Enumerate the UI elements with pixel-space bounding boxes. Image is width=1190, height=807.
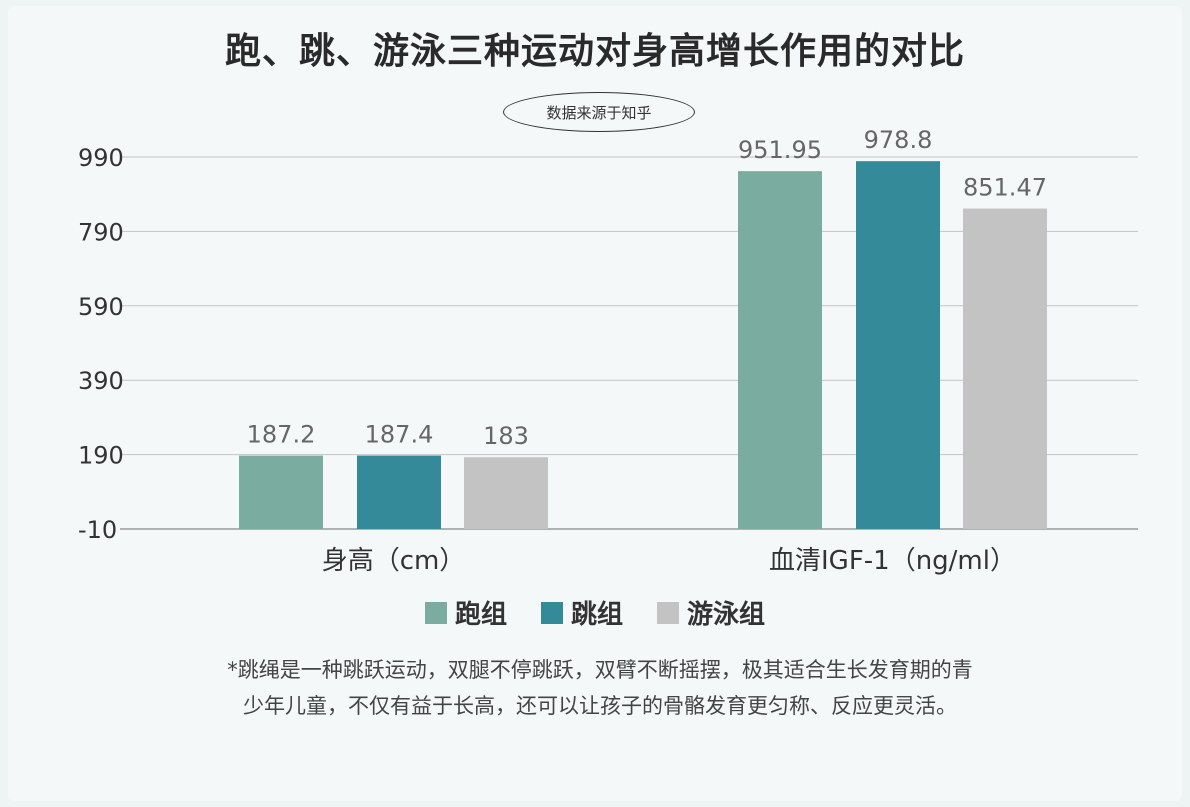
source-badge: 数据来源于知乎 — [503, 92, 695, 132]
legend: 跑组 跳组 游泳组 — [0, 594, 1190, 631]
legend-swatch — [424, 601, 447, 624]
legend-item: 游泳组 — [657, 594, 765, 631]
y-tick-label: 990 — [78, 144, 124, 172]
footnote-line-2: 少年儿童，不仅有益于长高，还可以让孩子的骨骼发育更匀称、反应更灵活。 — [243, 694, 957, 718]
source-note: 数据来源于知乎 — [546, 103, 652, 122]
bar — [357, 455, 441, 529]
bar — [856, 161, 940, 530]
legend-label: 跑组 — [454, 600, 507, 630]
footnote: *跳绳是一种跳跃运动，双腿不停跳跃，双臂不断摇摆，极其适合生长发育期的青 少年儿… — [100, 652, 1100, 724]
data-label: 187.2 — [247, 421, 316, 449]
y-tick-label: 790 — [78, 218, 124, 246]
bar — [963, 208, 1047, 530]
legend-swatch — [657, 601, 679, 624]
bar — [239, 455, 323, 529]
data-label: 851.47 — [963, 174, 1047, 202]
legend-item: 跳组 — [540, 594, 623, 631]
footnote-line-1: *跳绳是一种跳跃运动，双腿不停跳跃，双臂不断摇摆，极其适合生长发育期的青 — [227, 658, 973, 682]
data-label: 187.4 — [365, 421, 434, 449]
legend-label: 跳组 — [570, 600, 623, 630]
data-label: 978.8 — [864, 126, 933, 154]
y-tick-label: 390 — [78, 367, 124, 395]
y-tick-label: 590 — [78, 293, 124, 321]
y-tick-label: -10 — [78, 516, 117, 544]
legend-swatch — [540, 601, 563, 624]
y-tick-label: 190 — [78, 442, 124, 470]
chart-title: 跑、跳、游泳三种运动对身高增长作用的对比 — [224, 31, 965, 72]
legend-label: 游泳组 — [687, 600, 766, 630]
bar — [464, 457, 548, 529]
legend-item: 跑组 — [424, 594, 507, 631]
x-category-label: 身高（cm） — [322, 546, 466, 576]
bar — [738, 171, 822, 529]
data-label: 183 — [483, 422, 529, 450]
x-category-label: 血清IGF-1（ng/ml） — [769, 546, 1016, 576]
data-label: 951.95 — [738, 136, 822, 164]
